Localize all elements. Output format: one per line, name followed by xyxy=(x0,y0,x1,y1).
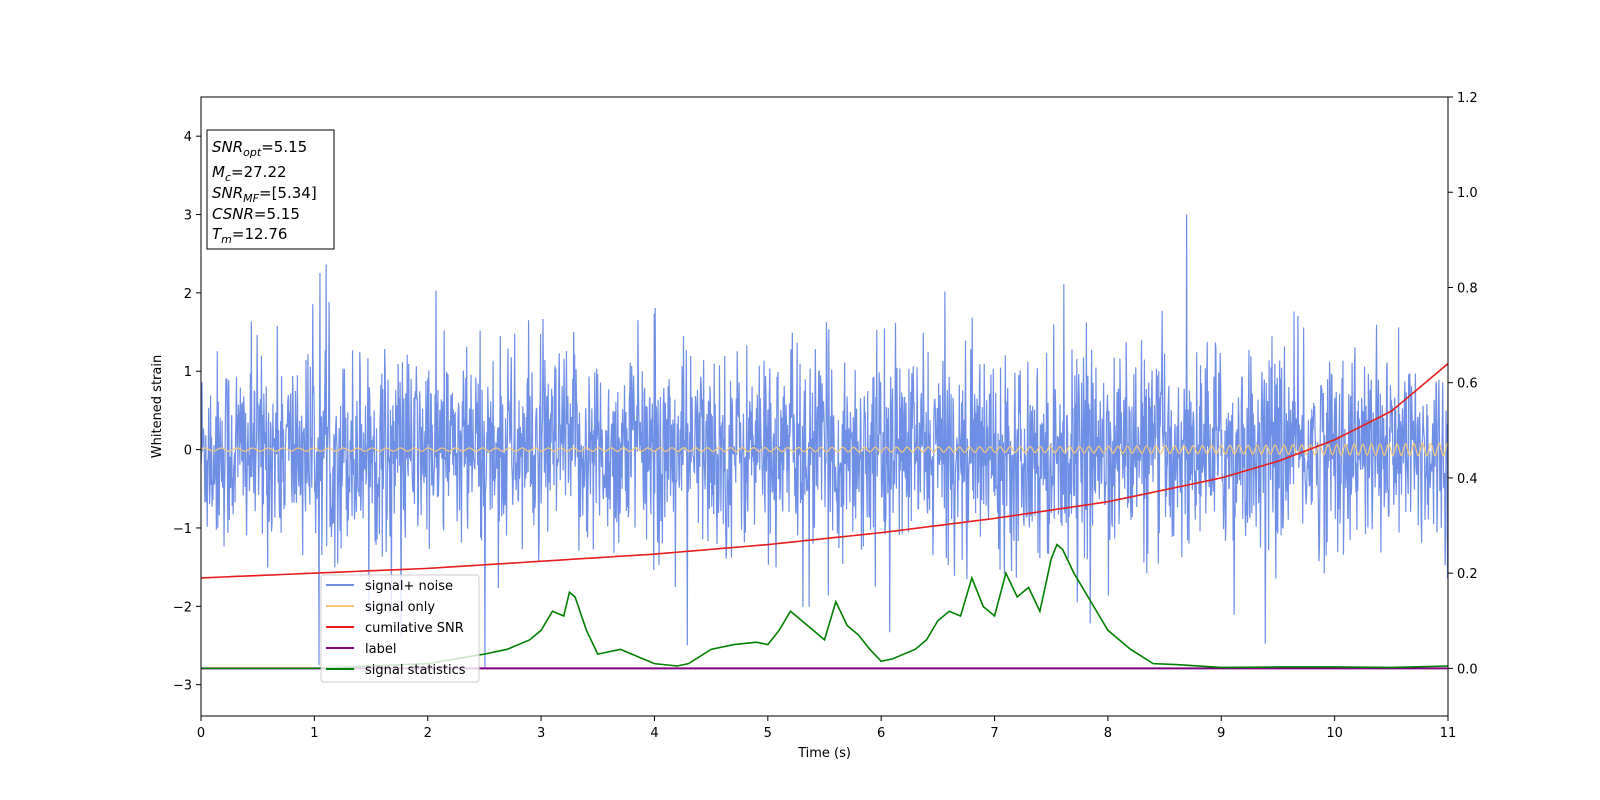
y-tick-label: −1 xyxy=(173,522,192,537)
legend-entry: label xyxy=(365,642,396,657)
plot-frame xyxy=(200,96,1449,717)
y-tick-label: 4 xyxy=(184,130,192,145)
x-tick-label: 10 xyxy=(1326,726,1343,741)
y2-tick-label: 0.6 xyxy=(1457,377,1478,392)
y2-tick-label: 0.8 xyxy=(1457,281,1478,296)
y-tick-label: −3 xyxy=(173,679,192,694)
legend-frame xyxy=(320,574,480,683)
annotation-line: Mc=27.22 xyxy=(212,163,287,184)
x-tick-label: 0 xyxy=(197,726,205,741)
y-tick-label: 1 xyxy=(184,365,192,380)
x-tick-label: 3 xyxy=(537,726,545,741)
y-axis-ticks: −3 −2 −1 0 1 2 3 4 xyxy=(173,130,201,694)
x-axis-ticks: 0 1 2 3 4 5 6 7 8 9 10 11 xyxy=(197,716,1456,741)
legend-entry: signal+ noise xyxy=(365,579,453,594)
x-tick-label: 4 xyxy=(650,726,658,741)
x-axis-label: Time (s) xyxy=(797,746,851,761)
y2-tick-label: 0.4 xyxy=(1457,472,1478,487)
y-tick-label: −2 xyxy=(173,600,192,615)
annotation-frame xyxy=(206,129,335,250)
annotation-line: CSNR=5.15 xyxy=(212,205,300,223)
y2-tick-label: 1.2 xyxy=(1457,91,1478,106)
y2-tick-label: 0.0 xyxy=(1457,662,1478,677)
legend-entry: signal statistics xyxy=(365,663,466,678)
y2-axis-ticks: 0.0 0.2 0.4 0.6 0.8 1.0 1.2 xyxy=(1448,91,1478,677)
legend: signal+ noise signal only cumilative SNR la… xyxy=(320,574,480,683)
x-tick-label: 2 xyxy=(424,726,432,741)
series-signal-statistics xyxy=(201,543,1448,670)
x-tick-label: 7 xyxy=(990,726,998,741)
annotation-line: SNRopt=5.15 xyxy=(212,138,307,159)
x-tick-label: 1 xyxy=(310,726,318,741)
series-signal-only xyxy=(201,442,1448,457)
annotation-line: SNRMF=[5.34] xyxy=(212,184,317,205)
x-tick-label: 5 xyxy=(764,726,772,741)
y-tick-label: 0 xyxy=(184,444,192,459)
x-tick-label: 9 xyxy=(1217,726,1225,741)
legend-entry: signal only xyxy=(365,600,435,615)
series-cumilative-snr xyxy=(201,363,1448,579)
y2-tick-label: 0.2 xyxy=(1457,567,1478,582)
x-tick-label: 6 xyxy=(877,726,885,741)
annotation-line: Tm=12.76 xyxy=(212,225,287,246)
x-tick-label: 8 xyxy=(1104,726,1112,741)
series-signal-noise xyxy=(201,214,1448,669)
x-tick-label: 11 xyxy=(1440,726,1457,741)
annotation-box: SNRopt=5.15 Mc=27.22SNRMF=[5.34]CSNR=5.15… xyxy=(206,129,335,250)
y-tick-label: 2 xyxy=(184,287,192,302)
y-axis-label: Whitened strain xyxy=(150,355,165,458)
y2-tick-label: 1.0 xyxy=(1457,186,1478,201)
legend-entry: cumilative SNR xyxy=(365,621,464,636)
y-tick-label: 3 xyxy=(184,209,192,224)
